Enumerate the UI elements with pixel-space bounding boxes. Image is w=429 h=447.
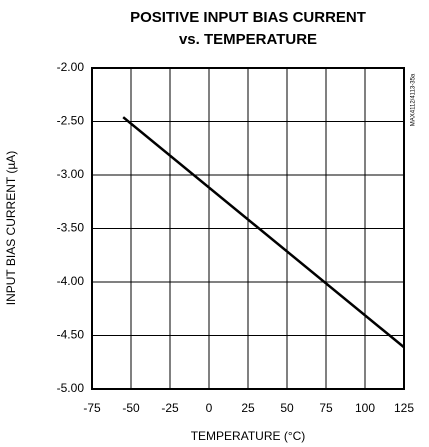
x-tick-label: 25 <box>241 401 255 415</box>
x-tick-label: 50 <box>280 401 294 415</box>
x-tick-label: 125 <box>394 401 414 415</box>
x-tick-label: -25 <box>161 401 179 415</box>
y-tick-label: -4.00 <box>57 274 85 288</box>
y-tick-label: -3.00 <box>57 167 85 181</box>
data-line <box>122 116 405 349</box>
y-tick-label: -2.00 <box>57 60 85 74</box>
chart-title: POSITIVE INPUT BIAS CURRENT <box>130 9 366 26</box>
y-tick-label: -5.00 <box>57 381 85 395</box>
y-tick-label: -2.50 <box>57 114 85 128</box>
x-tick-label: 75 <box>319 401 333 415</box>
y-tick-label: -4.50 <box>57 328 85 342</box>
y-tick-label: -3.50 <box>57 221 85 235</box>
y-axis-label: INPUT BIAS CURRENT (µA) <box>4 151 18 306</box>
x-tick-label: -75 <box>83 401 101 415</box>
chart-title: vs. TEMPERATURE <box>179 31 317 48</box>
x-tick-label: -50 <box>122 401 140 415</box>
plot-frame <box>91 67 405 390</box>
x-axis-label: TEMPERATURE (°C) <box>191 429 306 443</box>
x-tick-label: 0 <box>206 401 213 415</box>
annotation: MAX4112/4113-35a <box>411 73 417 126</box>
x-tick-label: 100 <box>355 401 375 415</box>
